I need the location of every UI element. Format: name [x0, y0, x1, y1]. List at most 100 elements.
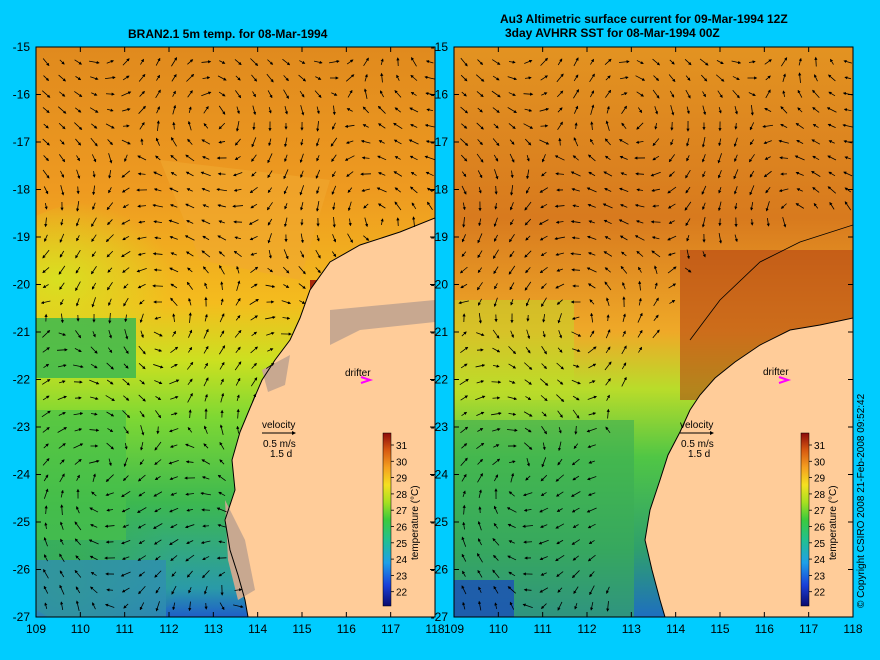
right-current-arrow	[574, 105, 579, 114]
left-current-arrow	[187, 378, 193, 386]
right-current-arrow	[477, 250, 483, 259]
left-current-arrow	[60, 185, 65, 196]
left-current-arrow	[90, 76, 99, 81]
colorbar-tick-label: 23	[396, 571, 408, 582]
right-current-arrow	[587, 346, 597, 354]
left-current-arrow	[331, 154, 337, 162]
left-current-arrow	[282, 316, 291, 320]
left-current-arrow	[122, 235, 130, 241]
svg-text:temperature (°C): temperature (°C)	[410, 485, 421, 560]
left-current-arrow	[89, 507, 99, 513]
left-current-arrow	[57, 395, 67, 400]
right-current-arrow	[462, 521, 466, 530]
left-current-arrow	[42, 284, 49, 288]
right-current-arrow	[492, 458, 501, 466]
right-current-arrow	[524, 59, 533, 64]
right-current-arrow	[556, 299, 563, 305]
right-current-arrow	[654, 122, 658, 130]
left-current-arrow	[284, 203, 288, 210]
right-lat-tick-label: -22	[431, 373, 449, 387]
left-current-arrow	[122, 267, 130, 273]
left-current-arrow	[424, 155, 435, 160]
right-current-arrow	[651, 236, 660, 240]
left-current-arrow	[156, 120, 160, 132]
right-current-arrow	[638, 297, 642, 306]
left-current-arrow	[121, 507, 130, 513]
right-current-arrow	[653, 75, 660, 82]
colorbar-tick-label: 24	[814, 555, 826, 566]
right-current-arrow	[508, 540, 515, 544]
left-current-arrow	[121, 491, 131, 498]
left-lat-tick-label: -18	[13, 183, 31, 197]
left-current-arrow	[74, 122, 83, 130]
left-current-arrow	[266, 331, 275, 336]
left-current-arrow	[344, 155, 355, 161]
left-current-arrow	[168, 219, 179, 225]
left-current-arrow	[76, 186, 80, 195]
right-current-arrow	[476, 122, 484, 130]
left-current-arrow	[154, 441, 162, 451]
right-current-arrow	[555, 252, 564, 256]
right-current-arrow	[798, 72, 802, 84]
left-current-arrow	[316, 186, 320, 195]
right-current-arrow	[493, 217, 498, 227]
right-lat-tick-label: -23	[431, 420, 449, 434]
colorbar-tick-label: 25	[814, 539, 826, 550]
right-current-arrow	[779, 156, 789, 160]
left-current-arrow	[219, 264, 225, 275]
left-current-arrow	[316, 235, 320, 242]
colorbar-tick-label: 29	[814, 474, 826, 485]
right-current-arrow	[493, 297, 498, 308]
right-current-arrow	[540, 283, 547, 290]
right-current-arrow	[555, 474, 565, 482]
right-current-arrow	[650, 171, 661, 177]
right-current-arrow	[555, 491, 564, 497]
left-current-arrow	[329, 59, 340, 64]
right-lat-tick-label: -20	[431, 278, 449, 292]
left-current-arrow	[427, 201, 433, 210]
left-current-arrow	[396, 217, 400, 227]
left-current-arrow	[170, 297, 178, 307]
left-current-arrow	[43, 443, 49, 449]
left-current-arrow	[154, 348, 163, 352]
right-current-arrow	[459, 378, 469, 386]
right-current-arrow	[574, 603, 578, 610]
right-current-arrow	[510, 299, 514, 306]
left-current-arrow	[172, 313, 176, 323]
left-current-arrow	[170, 283, 178, 289]
colorbar-tick-label: 31	[396, 441, 408, 452]
right-map-title-line1: Au3 Altimetric surface current for 09-Ma…	[500, 12, 788, 26]
right-current-arrow	[798, 57, 802, 66]
left-current-arrow	[217, 524, 226, 528]
left-current-arrow	[186, 188, 193, 192]
left-current-arrow	[410, 92, 417, 96]
left-current-arrow	[300, 105, 305, 116]
left-current-arrow	[283, 89, 289, 100]
right-drifter-label: drifter	[763, 367, 789, 378]
left-current-arrow	[139, 121, 145, 130]
left-current-arrow	[170, 252, 177, 256]
left-current-arrow	[344, 124, 355, 128]
left-current-arrow	[283, 169, 289, 180]
left-current-arrow	[43, 568, 49, 579]
left-current-arrow	[123, 457, 128, 467]
right-lat-tick-label: -26	[431, 563, 449, 577]
left-current-arrow	[377, 155, 387, 161]
right-current-arrow	[701, 217, 706, 228]
right-current-arrow	[557, 441, 562, 452]
left-current-arrow	[219, 424, 224, 435]
right-current-arrow	[557, 458, 563, 466]
right-current-arrow	[556, 508, 563, 512]
left-current-arrow	[121, 139, 131, 145]
left-current-arrow	[219, 361, 225, 370]
svg-text:1.5 d: 1.5 d	[688, 449, 710, 460]
left-current-arrow	[186, 73, 195, 82]
left-current-arrow	[267, 218, 273, 226]
left-current-arrow	[169, 204, 178, 208]
right-current-arrow	[522, 603, 533, 609]
left-current-arrow	[43, 474, 49, 482]
right-current-arrow	[634, 235, 645, 241]
right-current-arrow	[509, 250, 515, 258]
right-current-arrow	[732, 89, 740, 99]
left-current-arrow	[364, 73, 368, 82]
